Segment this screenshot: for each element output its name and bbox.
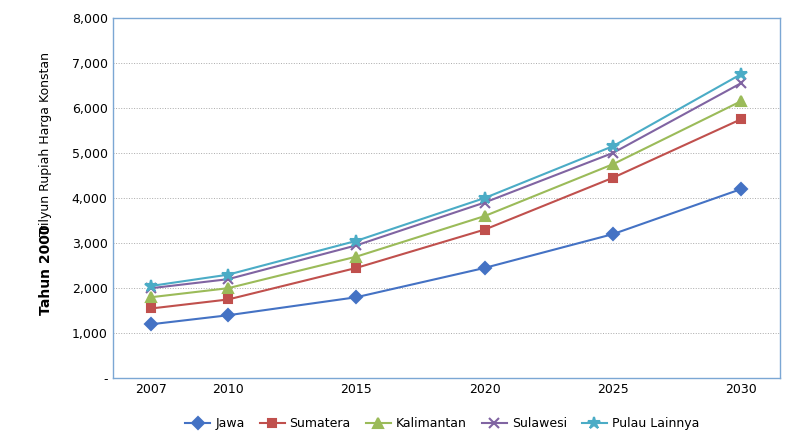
Sumatera [351,265,361,271]
Pulau Lainnya [607,143,617,149]
Kalimantan [479,213,489,219]
Jawa [607,231,617,237]
Sulawesi [351,243,361,248]
Jawa [146,322,156,327]
Pulau Lainnya [736,71,745,77]
Kalimantan [351,254,361,259]
Line: Sumatera: Sumatera [147,115,744,313]
Kalimantan [607,161,617,167]
Text: Tahun 2000: Tahun 2000 [39,225,53,315]
Sumatera [607,175,617,180]
Pulau Lainnya [146,283,156,289]
Line: Sulawesi: Sulawesi [146,78,745,293]
Sulawesi [479,200,489,205]
Kalimantan [736,99,745,104]
Pulau Lainnya [479,195,489,201]
Sulawesi [607,150,617,156]
Jawa [479,265,489,271]
Text: Trilyun Rupiah Harga Konstan: Trilyun Rupiah Harga Konstan [39,52,52,236]
Sumatera [223,297,233,302]
Sumatera [479,227,489,232]
Sulawesi [146,286,156,291]
Jawa [351,295,361,300]
Sulawesi [223,276,233,282]
Sumatera [146,306,156,311]
Pulau Lainnya [351,238,361,243]
Line: Jawa: Jawa [147,185,744,328]
Jawa [736,187,745,192]
Sulawesi [736,81,745,86]
Sumatera [736,117,745,122]
Kalimantan [146,295,156,300]
Kalimantan [223,286,233,291]
Jawa [223,312,233,318]
Line: Pulau Lainnya: Pulau Lainnya [145,68,747,292]
Pulau Lainnya [223,272,233,277]
Line: Kalimantan: Kalimantan [146,96,745,302]
Legend: Jawa, Sumatera, Kalimantan, Sulawesi, Pulau Lainnya: Jawa, Sumatera, Kalimantan, Sulawesi, Pu… [181,413,702,434]
